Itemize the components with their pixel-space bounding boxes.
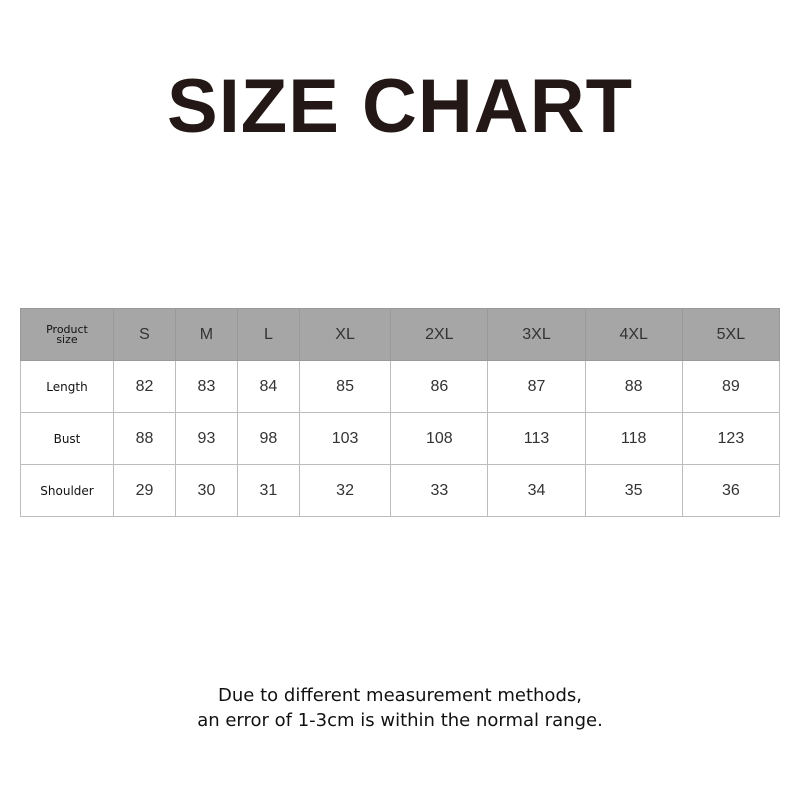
table-cell: 87: [487, 360, 586, 413]
row-label: Length: [20, 360, 114, 413]
table-cell: 29: [113, 464, 176, 517]
page-title: SIZE CHART: [167, 64, 633, 149]
size-header: S: [113, 308, 176, 361]
table-row: Shoulder 29 30 31 32 33 34 35 36: [20, 464, 781, 517]
row-label: Bust: [20, 412, 114, 465]
size-header: L: [236, 308, 300, 361]
table-cell: 93: [174, 412, 238, 465]
table-cell: 88: [113, 412, 176, 465]
size-header: M: [174, 308, 238, 361]
table-cell: 108: [390, 412, 489, 465]
size-header: 2XL: [390, 308, 489, 361]
size-header: 4XL: [584, 308, 683, 361]
size-header: 3XL: [487, 308, 586, 361]
table-cell: 86: [390, 360, 489, 413]
table-cell: 88: [584, 360, 683, 413]
table-cell: 32: [298, 464, 392, 517]
table-cell: 98: [236, 412, 300, 465]
table-cell: 33: [390, 464, 489, 517]
corner-label: Product size: [20, 308, 114, 361]
table-cell: 82: [113, 360, 176, 413]
note-line-1: Due to different measurement methods,: [218, 685, 582, 706]
table-cell: 35: [584, 464, 683, 517]
table-cell: 123: [681, 412, 781, 465]
table-cell: 118: [584, 412, 683, 465]
size-chart-table: Product size S M L XL 2XL 3XL 4XL 5XL Length 82 83 84…: [20, 308, 781, 517]
row-label: Shoulder: [20, 464, 114, 517]
measurement-note: Due to different measurement methods, an…: [0, 683, 800, 733]
size-header: 5XL: [681, 308, 781, 361]
note-line-2: an error of 1-3cm is within the normal r…: [197, 710, 603, 731]
size-header: XL: [298, 308, 392, 361]
corner-label-line: size: [56, 332, 78, 346]
header-row: Product size S M L XL 2XL 3XL 4XL 5XL: [20, 308, 781, 361]
table-cell: 34: [487, 464, 586, 517]
table-cell: 30: [174, 464, 238, 517]
table-cell: 36: [681, 464, 781, 517]
table-cell: 89: [681, 360, 781, 413]
table-cell: 84: [236, 360, 300, 413]
table-cell: 113: [487, 412, 586, 465]
table-row: Bust 88 93 98 103 108 113 118 123: [20, 412, 781, 465]
table-cell: 83: [174, 360, 238, 413]
table-cell: 103: [298, 412, 392, 465]
table-cell: 85: [298, 360, 392, 413]
table-row: Length 82 83 84 85 86 87 88 89: [20, 360, 781, 413]
table-cell: 31: [236, 464, 300, 517]
corner-label-line: Product: [46, 322, 88, 336]
